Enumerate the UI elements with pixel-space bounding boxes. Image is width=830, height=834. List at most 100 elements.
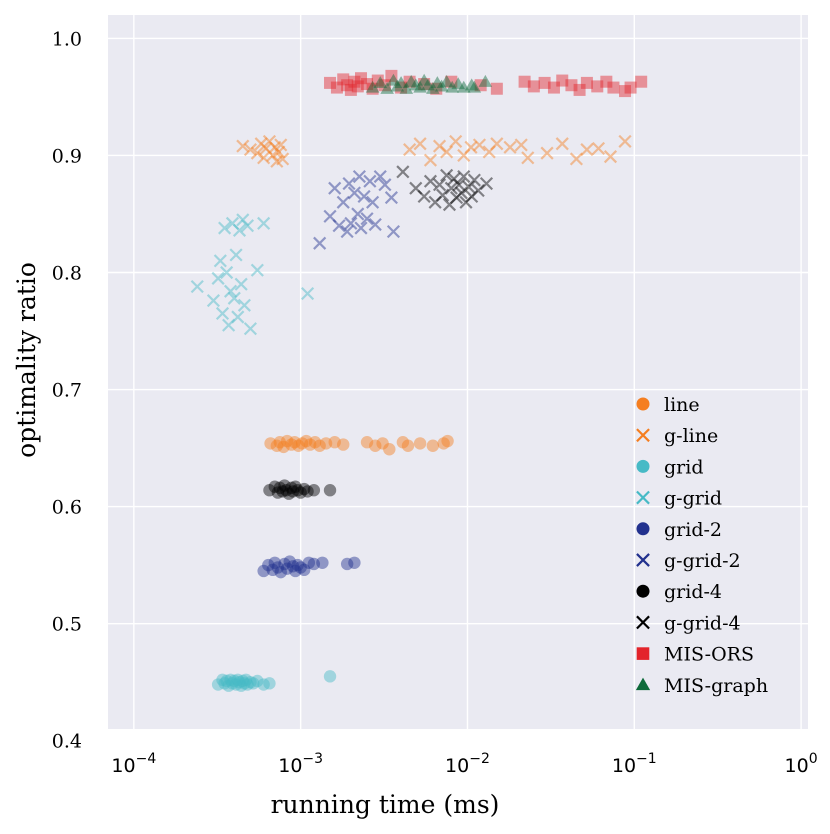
g-grid-point (215, 306, 230, 321)
grid-2-point (274, 565, 287, 579)
MIS-ORS-point (591, 80, 604, 93)
legend-item: line (636, 394, 700, 416)
g-grid-2-point (354, 221, 368, 235)
g-grid-point (237, 298, 251, 312)
g-grid-point (211, 271, 225, 285)
grid-2-point (271, 561, 285, 574)
line-point (383, 443, 396, 456)
y-tick-label: 0.4 (52, 731, 82, 753)
g-grid-2-point (332, 219, 346, 233)
MIS-graph-point (365, 80, 380, 93)
grid-4-point (273, 481, 287, 495)
g-line-point (423, 153, 438, 167)
grid-point (220, 674, 233, 688)
g-line-point (603, 150, 618, 164)
grid-point (257, 678, 270, 691)
grid-point (226, 677, 239, 690)
legend-marker (636, 553, 650, 567)
grid-2-point (257, 564, 270, 578)
g-grid-2-point (328, 181, 342, 195)
g-grid-point (250, 263, 264, 277)
g-grid-point (220, 265, 234, 280)
g-line-point (591, 141, 606, 156)
g-line-point (266, 148, 280, 163)
plot-background (108, 15, 808, 729)
MIS-graph-point (399, 81, 414, 94)
line-point (369, 439, 382, 452)
MIS-graph-point (390, 79, 405, 92)
x-tick-label: 10−3 (278, 751, 323, 777)
g-line-point (521, 151, 535, 165)
g-grid-2-point (351, 207, 365, 221)
series-line (264, 434, 454, 456)
grid-point (211, 678, 225, 691)
g-grid-4-point (457, 169, 471, 184)
g-grid-4-point (459, 195, 473, 209)
MIS-ORS-point (474, 79, 487, 92)
legend-item: grid-4 (636, 581, 722, 603)
g-line-point (259, 141, 273, 156)
g-grid-point (218, 221, 232, 235)
g-grid-4-point (462, 180, 476, 194)
MIS-graph-point (373, 76, 388, 88)
g-line-point (555, 137, 569, 151)
grid-4-point (278, 479, 291, 492)
g-grid-2-point (342, 176, 356, 191)
MIS-ORS-point (607, 81, 620, 94)
grid-4-point (307, 484, 321, 497)
g-grid-point (231, 310, 245, 324)
MIS-ORS-point (518, 75, 531, 88)
grid-point (231, 673, 245, 687)
g-line-point (449, 134, 463, 148)
legend-label: MIS-ORS (664, 644, 754, 666)
g-grid-point (223, 284, 238, 298)
g-grid-4-point (440, 168, 454, 182)
MIS-ORS-point (619, 85, 632, 98)
series-g-line (236, 134, 632, 168)
MIS-ORS-point (385, 69, 398, 82)
y-tick-label: 1.0 (52, 28, 82, 50)
g-grid-2-point (313, 236, 327, 250)
legend-label: grid (664, 456, 703, 478)
grid-point (263, 677, 276, 690)
MIS-ORS-point (324, 76, 337, 89)
legend-marker (636, 490, 650, 505)
g-grid-2-point (363, 174, 377, 188)
grid-2-point (297, 563, 311, 577)
grid-2-point (266, 563, 279, 577)
MIS-ORS-point (556, 74, 569, 87)
g-grid-2-point (373, 169, 387, 184)
MIS-ORS-point (547, 81, 560, 94)
line-point (413, 437, 427, 450)
g-grid-4-point (396, 165, 410, 179)
g-line-point (262, 134, 277, 148)
MIS-ORS-point (371, 74, 384, 87)
MIS-ORS-point (354, 72, 367, 85)
grid-4-point (263, 484, 276, 497)
g-line-point (272, 145, 286, 159)
grid-point (244, 675, 257, 689)
y-tick-label: 0.6 (52, 497, 82, 519)
grid-4-point (286, 485, 300, 498)
MIS-graph-point (386, 73, 401, 86)
g-grid-point (243, 322, 258, 336)
g-grid-4-point (467, 173, 481, 187)
MIS-graph-point (467, 80, 482, 93)
g-grid-point (227, 291, 241, 305)
g-line-point (243, 143, 258, 157)
series-MIS-ORS (324, 69, 648, 98)
g-grid-4-point (471, 183, 485, 198)
MIS-graph-point (394, 76, 408, 88)
g-grid-2-point (368, 217, 382, 232)
legend-marker (636, 459, 650, 473)
g-grid-4-point (454, 186, 469, 200)
legend-item: MIS-graph (635, 675, 768, 697)
grid-point (236, 674, 250, 688)
grid-2-point (348, 556, 361, 569)
line-point (300, 434, 313, 448)
grid-2-point (280, 562, 294, 575)
MIS-graph-point (417, 73, 431, 86)
g-line-point (482, 145, 496, 159)
g-grid-point (300, 286, 315, 301)
